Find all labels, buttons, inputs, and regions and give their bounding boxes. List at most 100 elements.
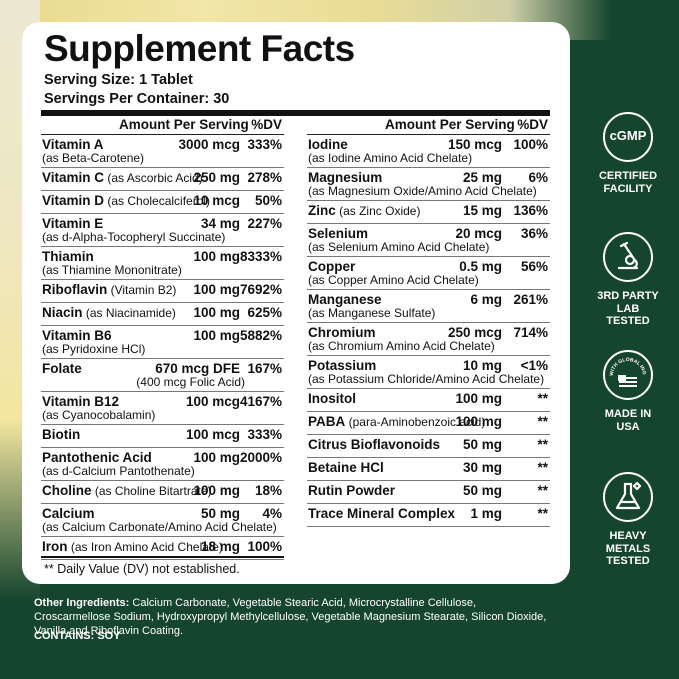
left-column-header: Amount Per Serving %DV	[41, 116, 284, 135]
nutrient-name-citrus-bioflavonoids: Citrus Bioflavonoids	[308, 437, 441, 452]
nutrient-dv: 278%	[247, 170, 282, 185]
nutrient-row: Niacin (as Niacinamide) 100 mg 625%	[41, 303, 284, 326]
nutrient-dv: 167%	[247, 361, 282, 376]
bottom-rule	[41, 556, 284, 558]
right-column-header: Amount Per Serving %DV	[307, 116, 550, 135]
nutrient-row: Iodine (as Iodine Amino Acid Chelate) 150 …	[307, 135, 550, 168]
nutrient-name-thiamin: Thiamin	[42, 249, 94, 264]
amount-header: Amount Per Serving	[119, 117, 249, 132]
nutrient-dv: **	[537, 437, 548, 452]
nutrient-dv: 50%	[254, 193, 282, 208]
nutrient-source: (as Iron Amino Acid Chelate)	[67, 540, 223, 554]
nutrient-amount: 15 mg	[462, 203, 502, 218]
servings-per-container: Servings Per Container: 30	[44, 91, 230, 107]
nutrient-amount: 250 mcg	[447, 325, 502, 340]
nutrient-row: Vitamin A (as Beta-Carotene) 3000 mcg 333%	[41, 135, 284, 168]
dv-header: %DV	[251, 117, 282, 132]
nutrient-amount: 10 mcg	[193, 193, 240, 208]
nutrient-row: Folate 670 mcg DFE (400 mcg Folic Acid) 167…	[41, 359, 284, 392]
nutrient-name-iodine: Iodine	[308, 137, 348, 152]
nutrient-dv: 18%	[254, 483, 282, 498]
nutrient-amount: 670 mcg DFE	[155, 361, 240, 376]
nutrient-dv: 333%	[247, 427, 282, 442]
nutrient-amount: 100 mg	[455, 391, 502, 406]
nutrient-amount: 30 mg	[462, 460, 502, 475]
nutrient-amount: 250 mg	[193, 170, 240, 185]
nutrient-row: Riboflavin (Vitamin B2) 100 mg 7692%	[41, 280, 284, 303]
nutrient-name-calcium: Calcium	[42, 506, 95, 521]
nutrient-source: (as Magnesium Oxide/Amino Acid Chelate)	[308, 184, 537, 198]
nutrient-dv: 7692%	[239, 282, 282, 297]
nutrient-source: (as Pyridoxine HCl)	[42, 342, 146, 356]
microscope-icon	[603, 232, 653, 282]
nutrient-amount: 1 mg	[470, 506, 502, 521]
amount-header: Amount Per Serving	[385, 117, 515, 132]
nutrient-dv: 100%	[247, 539, 282, 554]
nutrient-source: (as Manganese Sulfate)	[308, 306, 436, 320]
svg-text:WITH GLOBAL INGREDIENTS: WITH GLOBAL INGREDIENTS	[605, 352, 647, 376]
badge-certified-facility: cGMP CERTIFIED FACILITY	[594, 112, 662, 195]
badge-lab-tested: 3RD PARTY LAB TESTED	[594, 232, 662, 328]
nutrient-row: Vitamin C (as Ascorbic Acid) 250 mg 278%	[41, 168, 284, 191]
nutrient-dv: 56%	[520, 259, 548, 274]
nutrient-amount: 100 mg	[193, 450, 240, 465]
badge-heavy-metals: HEAVY METALS TESTED	[594, 472, 662, 568]
badge-made-in-usa: WITH GLOBAL INGREDIENTS MADE IN USA	[594, 348, 662, 433]
nutrient-dv: 4167%	[239, 394, 282, 409]
nutrient-name-trace-mineral-complex: Trace Mineral Complex	[308, 506, 456, 521]
nutrient-row: Potassium (as Potassium Chloride/Amino Ac…	[307, 356, 550, 389]
nutrient-name-niacin: Niacin (as Niacinamide)	[42, 305, 176, 320]
nutrient-dv: 6%	[528, 170, 548, 185]
allergen-statement: CONTAINS: SOY	[34, 630, 121, 642]
nutrient-name-copper: Copper	[308, 259, 356, 274]
nutrient-row: Biotin 100 mcg 333%	[41, 425, 284, 448]
nutrient-row: Choline (as Choline Bitartrate) 100 mg 18%	[41, 481, 284, 504]
nutrient-dv: 100%	[513, 137, 548, 152]
nutrient-amount: 34 mg	[200, 216, 240, 231]
nutrient-row: Selenium (as Selenium Amino Acid Chelate)…	[307, 224, 550, 257]
nutrient-amount: 100 mg	[193, 305, 240, 320]
nutrient-name-pantothenic-acid: Pantothenic Acid	[42, 450, 152, 465]
nutrient-source: (as Beta-Carotene)	[42, 151, 145, 165]
nutrient-name-inositol: Inositol	[308, 391, 356, 406]
nutrient-dv: 625%	[247, 305, 282, 320]
nutrient-dv: <1%	[520, 358, 548, 373]
nutrient-source: (as Selenium Amino Acid Chelate)	[308, 240, 490, 254]
right-nutrient-column: Amount Per Serving %DV Iodine (as Iodine …	[307, 116, 550, 527]
nutrient-source: (as d-Alpha-Tocopheryl Succinate)	[42, 230, 226, 244]
nutrient-source: (as Ascorbic Acid)	[104, 171, 203, 185]
nutrient-name-magnesium: Magnesium	[308, 170, 383, 185]
nutrient-amount: 18 mg	[200, 539, 240, 554]
nutrient-source: (as Potassium Chloride/Amino Acid Chelat…	[308, 372, 545, 386]
nutrient-dv: 714%	[513, 325, 548, 340]
nutrient-name-vitamin-e: Vitamin E	[42, 216, 104, 231]
nutrient-source: (as Zinc Oxide)	[335, 204, 421, 218]
nutrient-name-biotin: Biotin	[42, 427, 81, 442]
nutrient-row: Citrus Bioflavonoids 50 mg **	[307, 435, 550, 458]
nutrient-source: (as Iodine Amino Acid Chelate)	[308, 151, 473, 165]
nutrient-name-selenium: Selenium	[308, 226, 369, 241]
nutrient-dv: 4%	[262, 506, 282, 521]
nutrient-name-choline: Choline (as Choline Bitartrate)	[42, 483, 212, 498]
nutrient-dv: 136%	[513, 203, 548, 218]
nutrient-name-iron: Iron (as Iron Amino Acid Chelate)	[42, 539, 223, 554]
nutrient-source: (as Chromium Amino Acid Chelate)	[308, 339, 495, 353]
nutrient-row: Vitamin E (as d-Alpha-Tocopheryl Succinat…	[41, 214, 284, 247]
nutrient-name-vitamin-d: Vitamin D (as Cholecalciferol)	[42, 193, 211, 208]
nutrient-row: Magnesium (as Magnesium Oxide/Amino Acid …	[307, 168, 550, 201]
nutrient-row: Manganese (as Manganese Sulfate) 6 mg 261%	[307, 290, 550, 323]
nutrient-source: (as Cholecalciferol)	[104, 194, 211, 208]
nutrient-source: (as Copper Amino Acid Chelate)	[308, 273, 479, 287]
nutrient-dv: **	[537, 414, 548, 429]
nutrient-row: Vitamin D (as Cholecalciferol) 10 mcg 50%	[41, 191, 284, 214]
nutrient-dv: 333%	[247, 137, 282, 152]
nutrient-source: (Vitamin B2)	[107, 283, 177, 297]
nutrient-name-paba: PABA (para-Aminobenzoic acid)	[308, 414, 486, 429]
nutrient-amount: 50 mg	[200, 506, 240, 521]
nutrient-amount: 25 mg	[462, 170, 502, 185]
nutrient-amount: 3000 mcg	[178, 137, 240, 152]
nutrient-dv: **	[537, 460, 548, 475]
badge-label: CERTIFIED FACILITY	[598, 170, 658, 195]
nutrient-row: Trace Mineral Complex 1 mg **	[307, 504, 550, 527]
nutrient-amount: 100 mg	[455, 414, 502, 429]
